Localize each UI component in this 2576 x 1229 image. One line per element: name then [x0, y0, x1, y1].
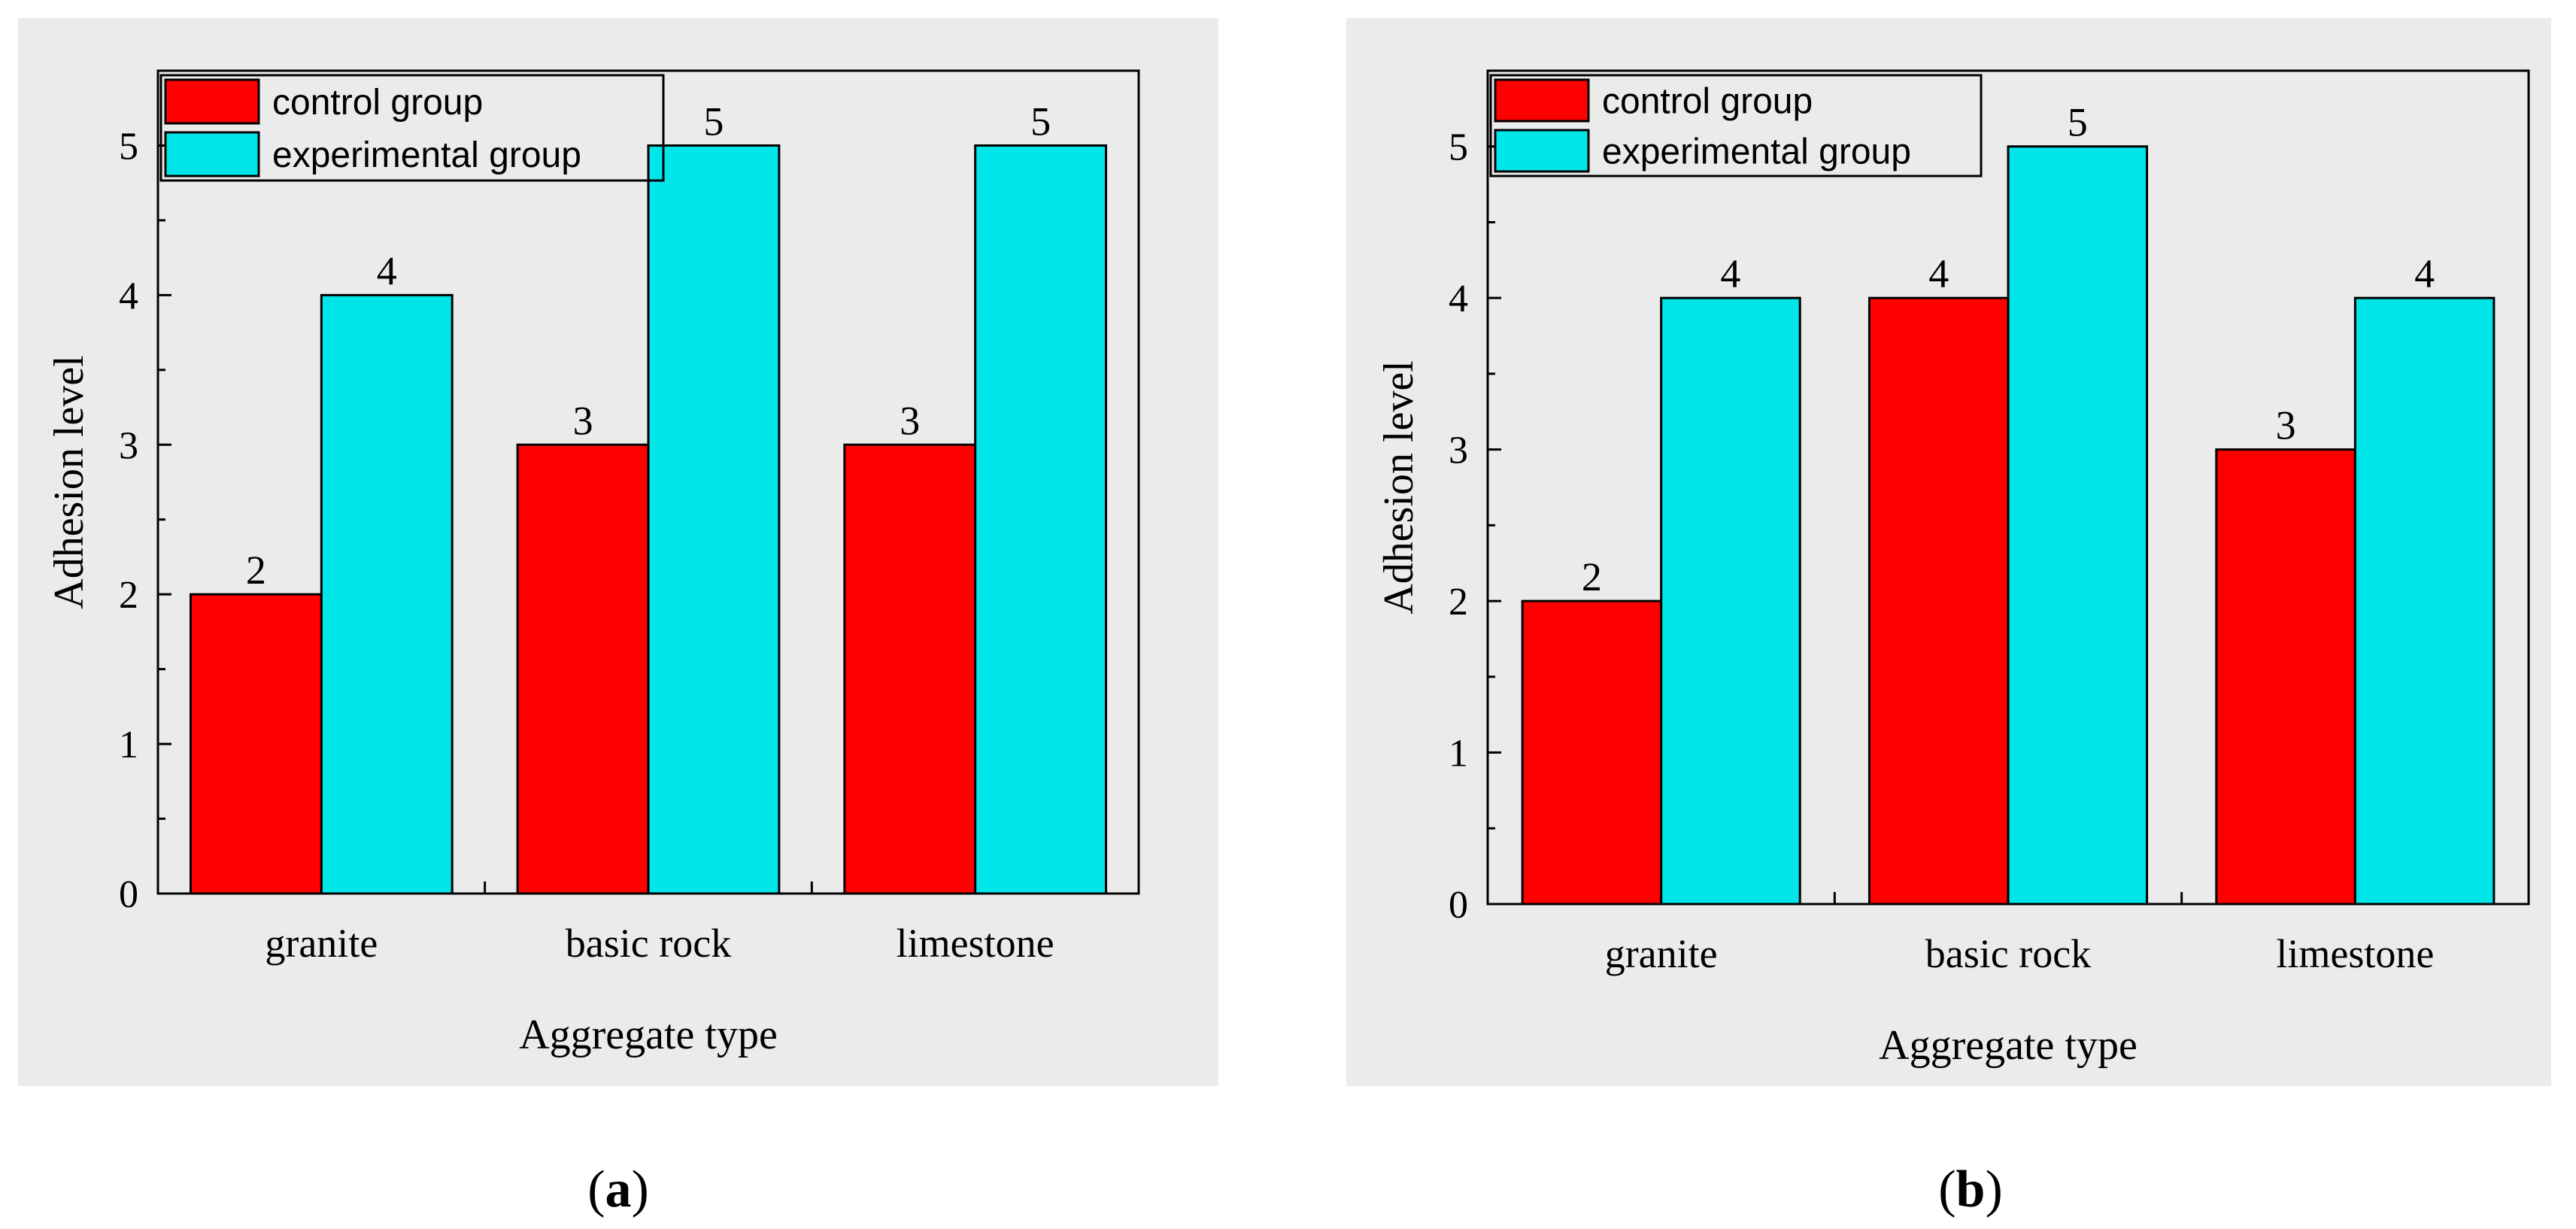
y-tick-label: 0 [119, 873, 138, 916]
data-label: 4 [2414, 251, 2435, 296]
plot-frame [1486, 69, 2530, 906]
y-tick-label: 5 [1449, 126, 1468, 169]
chart-b-svg: 2 4 3 4 5 4 0 1 2 3 4 5 granite basic rock limestone Ag… [1376, 69, 2530, 1069]
legend-box [159, 74, 665, 182]
data-label: 3 [573, 398, 593, 443]
x-tick-label: limestone [2276, 931, 2434, 976]
x-axis-title: Aggregate type [519, 1012, 778, 1058]
y-tick-label: 4 [119, 275, 138, 317]
x-tick-label: granite [265, 921, 378, 966]
legend-box [1489, 74, 1983, 178]
bar-experimental-group-limestone [2353, 296, 2496, 906]
data-label: 2 [1582, 554, 1602, 599]
caption-b: (b) [1938, 1161, 2003, 1218]
data-label: 3 [900, 398, 920, 443]
bar-control-group-granite [189, 593, 323, 895]
legend-swatch-control-group [1494, 78, 1590, 123]
data-label: 5 [2068, 100, 2088, 145]
legend-label-control-group: control group [272, 83, 483, 123]
bar-experimental-group-granite [1660, 296, 1801, 906]
y-tick-label: 0 [1449, 884, 1468, 927]
y-tick-label: 3 [119, 424, 138, 467]
data-label: 4 [1928, 251, 1949, 296]
y-tick-label: 5 [119, 125, 138, 168]
x-axis-title: Aggregate type [1879, 1022, 2138, 1069]
y-tick-label: 2 [119, 574, 138, 617]
legend-swatch-control-group [164, 78, 260, 125]
legend-swatch-experimental-group [164, 131, 260, 178]
chart-a-svg: 2 3 3 4 5 5 0 1 2 3 4 5 granite basic rock limestone Ag… [46, 69, 1140, 1058]
y-tick-label: 1 [1449, 733, 1468, 775]
y-tick-label: 1 [119, 724, 138, 766]
bar-experimental-group-granite [320, 293, 454, 895]
legend-label-control-group: control group [1602, 82, 1813, 122]
bar-control-group-limestone [843, 443, 977, 895]
y-tick-label: 2 [1449, 581, 1468, 624]
y-tick-label: 4 [1449, 278, 1468, 320]
bar-experimental-group-basic-rock [647, 144, 781, 895]
legend-swatch-experimental-group [1494, 129, 1590, 173]
data-label: 4 [1720, 251, 1740, 296]
data-label: 4 [377, 248, 397, 293]
bar-experimental-group-limestone [974, 144, 1108, 895]
x-tick-label: basic rock [1925, 931, 2091, 976]
plot-frame [156, 69, 1140, 895]
x-tick-label: basic rock [566, 921, 731, 966]
bar-control-group-basic-rock [1868, 296, 2010, 906]
chart-panel-a: 2 3 3 4 5 5 0 1 2 3 4 5 granite basic rock limestone Ag… [18, 18, 1218, 1086]
y-axis-title: Adhesion level [46, 355, 93, 608]
bar-control-group-granite [1521, 599, 1663, 906]
data-label: 5 [1030, 99, 1051, 144]
chart-panel-b: 2 4 3 4 5 4 0 1 2 3 4 5 granite basic rock limestone Ag… [1346, 18, 2551, 1086]
data-label: 5 [703, 99, 724, 144]
data-label: 3 [2276, 403, 2296, 448]
data-label: 2 [246, 548, 266, 593]
bar-experimental-group-basic-rock [2007, 145, 2149, 906]
y-tick-label: 3 [1449, 429, 1468, 472]
legend-label-experimental-group: experimental group [1602, 132, 1911, 172]
legend-label-experimental-group: experimental group [272, 135, 581, 175]
bar-control-group-basic-rock [516, 443, 650, 895]
x-tick-label: granite [1605, 931, 1718, 976]
caption-a: (a) [587, 1161, 649, 1218]
bar-control-group-limestone [2215, 448, 2356, 906]
x-tick-label: limestone [897, 921, 1054, 966]
y-axis-title: Adhesion level [1376, 360, 1422, 614]
